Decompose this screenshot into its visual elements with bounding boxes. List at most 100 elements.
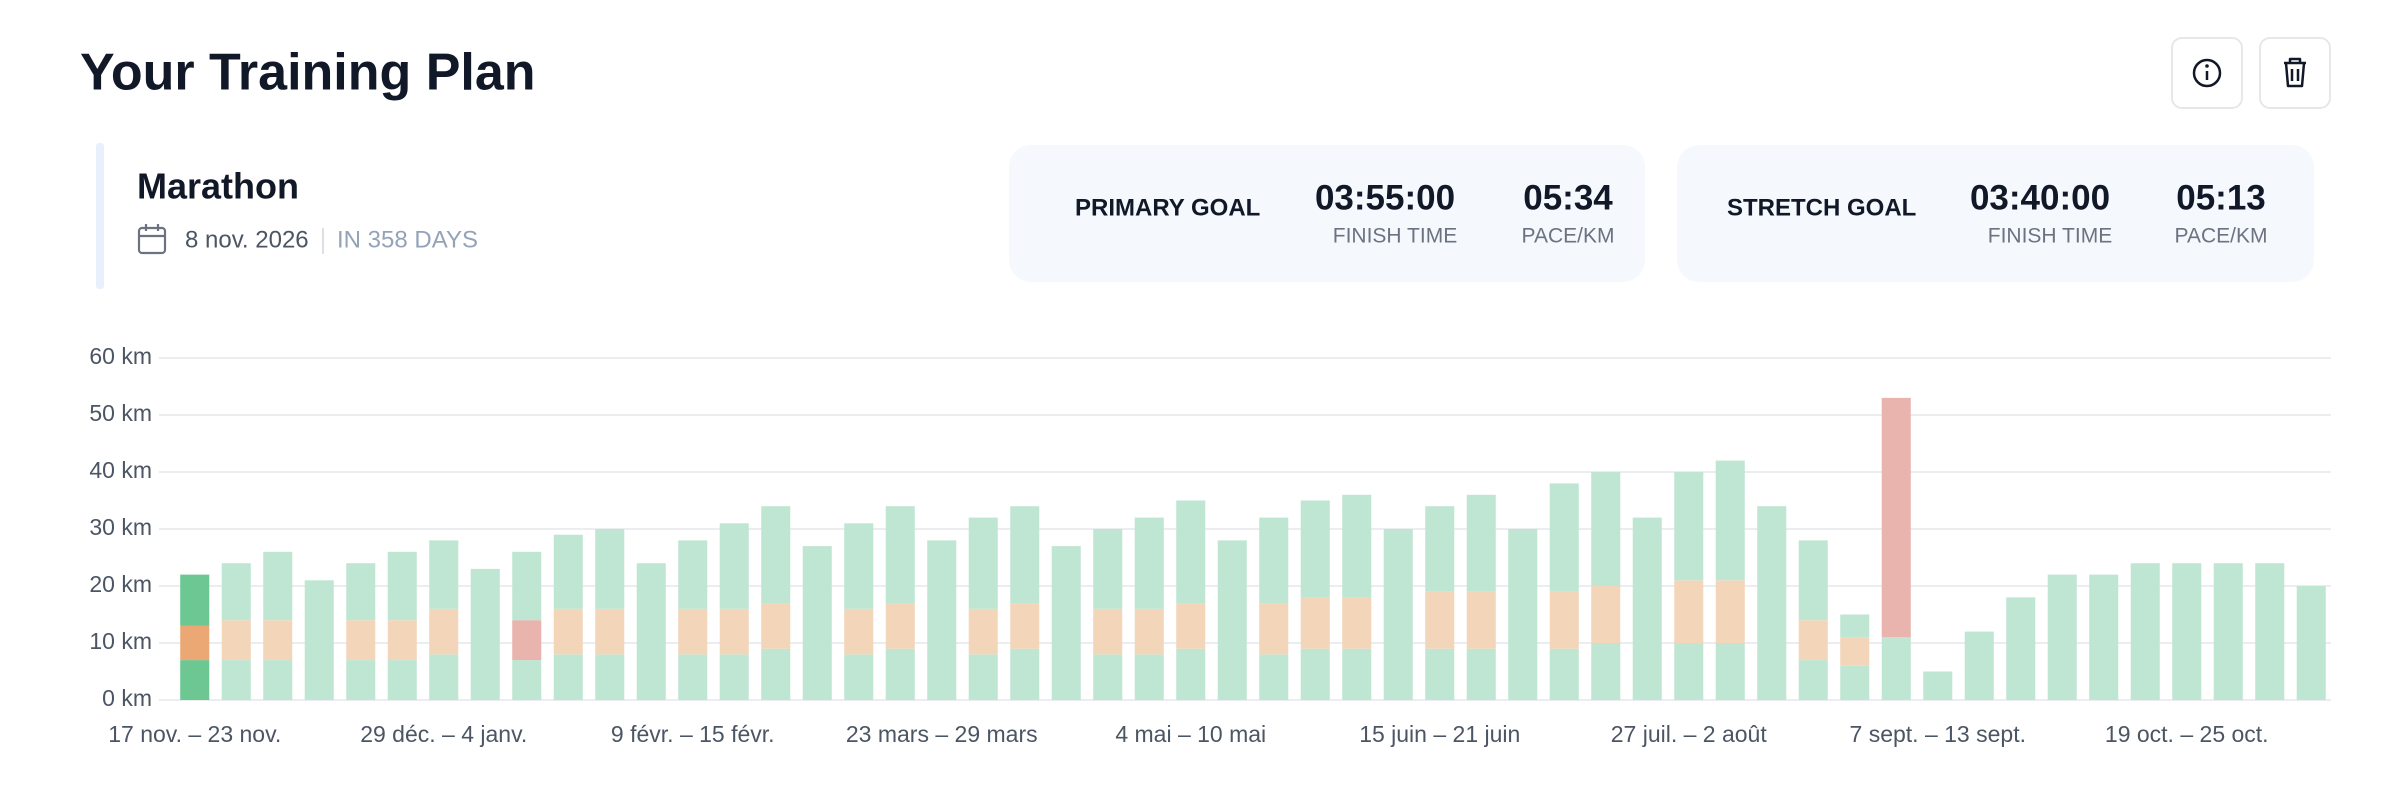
bar-segment (180, 660, 210, 700)
bar-segment (1923, 671, 1953, 700)
bar-segment (595, 654, 625, 700)
bar-segment (1051, 546, 1081, 700)
bar-segment (761, 506, 791, 604)
bar-segment (1259, 654, 1289, 700)
bar-segment (761, 648, 791, 700)
info-button[interactable] (2171, 37, 2243, 109)
race-countdown: IN 358 DAYS (337, 226, 478, 253)
bar-segment (802, 546, 832, 700)
bar-segment (221, 563, 251, 621)
bar-segment (2255, 563, 2285, 700)
stretch-goal-card: STRETCH GOAL 03:40:00 FINISH TIME 05:13 … (1677, 145, 2314, 282)
bar-segment (1342, 494, 1372, 598)
bar-segment (761, 603, 791, 649)
bar-segment (1591, 586, 1621, 643)
bar-segment (885, 603, 915, 649)
bar-segment (1176, 603, 1206, 649)
bar-segment (1093, 654, 1123, 700)
bar-segment (2130, 563, 2160, 700)
bar-segment (263, 551, 293, 621)
bar-segment (512, 660, 542, 700)
bar-segment (512, 620, 542, 661)
bar-segment (1466, 648, 1496, 700)
calendar-icon (137, 224, 167, 255)
bar-segment (221, 660, 251, 700)
bar-segment (429, 540, 459, 609)
bar-segment (1466, 494, 1496, 592)
bar-segment (553, 608, 583, 655)
pace: 05:34 (1523, 178, 1613, 217)
finish-time-label: FINISH TIME (1988, 225, 2112, 248)
bar-segment (553, 534, 583, 609)
race-date: 8 nov. 2026 (185, 226, 309, 253)
weekly-volume-chart: 0 km 10 km 20 km 30 km 40 km 50 km 60 km 17 nov… (89, 343, 2331, 747)
bar-segment (553, 654, 583, 700)
bar-segment (595, 608, 625, 655)
bar-segment (844, 523, 874, 609)
bar-segment (1010, 506, 1040, 604)
bar-segment (1425, 506, 1455, 592)
bar-segment (1259, 517, 1289, 604)
bar-segment (346, 660, 376, 700)
bar-segment (1674, 580, 1704, 643)
finish-time-label: FINISH TIME (1333, 225, 1457, 248)
bar-segment (180, 574, 210, 626)
bar-segment (1549, 483, 1579, 592)
bar-segment (1674, 643, 1704, 700)
bar-segment (1508, 529, 1538, 700)
primary-goal-card: PRIMARY GOAL 03:55:00 FINISH TIME 05:34 … (1009, 145, 1645, 282)
bar-segment (346, 563, 376, 621)
bar-segment (678, 654, 708, 700)
bar-segment (387, 551, 417, 621)
bar-segment (1300, 648, 1330, 700)
bar-segment (1840, 614, 1870, 638)
bar-segment (2089, 574, 2119, 700)
bar-segment (844, 608, 874, 655)
bar-segment (1342, 597, 1372, 649)
race-accent (96, 143, 104, 289)
pace-label: PACE/KM (1522, 225, 1615, 248)
bar-segment (968, 608, 998, 655)
bar-segment (719, 523, 749, 609)
bar-segment (1591, 472, 1621, 586)
bar-segment (1425, 591, 1455, 649)
x-tick-label: 19 oct. – 25 oct. (2105, 721, 2269, 747)
bar-segment (387, 620, 417, 661)
x-tick-label: 15 juin – 21 juin (1359, 721, 1520, 747)
delete-button[interactable] (2259, 37, 2331, 109)
bar-segment (1632, 517, 1662, 700)
goal-label: STRETCH GOAL (1727, 194, 1916, 221)
bar-segment (1217, 540, 1247, 700)
bar-segment (719, 654, 749, 700)
x-tick-label: 9 févr. – 15 févr. (611, 721, 775, 747)
bar-segment (1674, 472, 1704, 581)
bar-segment (180, 625, 210, 661)
bar-segment (1715, 580, 1745, 643)
bar-segment (1342, 648, 1372, 700)
bar-segment (1715, 460, 1745, 581)
bar-segment (1093, 608, 1123, 655)
y-tick-label: 30 km (89, 514, 152, 540)
bar-segment (1757, 506, 1787, 700)
bar-segment (2296, 586, 2326, 700)
finish-time: 03:55:00 (1315, 178, 1455, 217)
bar-segment (304, 580, 334, 700)
bar-segment (1425, 648, 1455, 700)
bar-segment (1591, 643, 1621, 700)
goal-label: PRIMARY GOAL (1075, 194, 1260, 221)
bar-segment (1466, 591, 1496, 649)
bar-segment (1259, 603, 1289, 655)
bar-segment (885, 648, 915, 700)
x-tick-label: 17 nov. – 23 nov. (108, 721, 281, 747)
bar-segment (2213, 563, 2243, 700)
bar-segment (263, 660, 293, 700)
bar-segment (1715, 643, 1745, 700)
bar-segment (429, 654, 459, 700)
bar-segment (221, 620, 251, 661)
bar-segment (1549, 591, 1579, 649)
bar-segment (968, 654, 998, 700)
y-tick-label: 0 km (102, 685, 152, 711)
bar-segment (1093, 529, 1123, 609)
bar-segment (1176, 500, 1206, 604)
